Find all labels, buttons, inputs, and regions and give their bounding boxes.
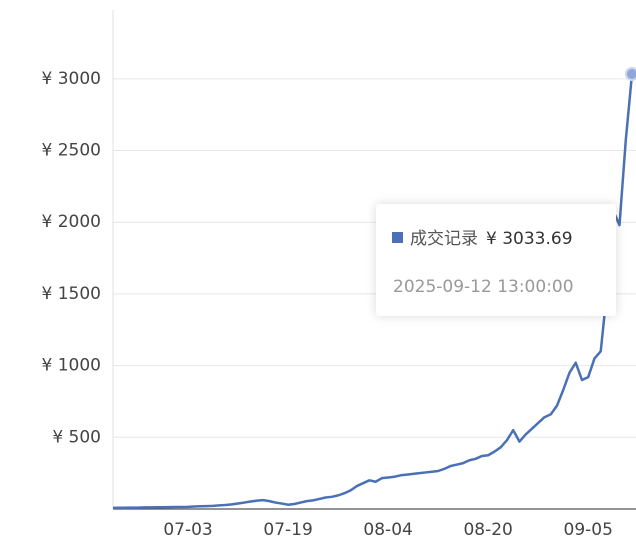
y-tick-label: ¥ 2000 <box>42 212 101 232</box>
tooltip-time: 2025-09-12 13:00:00 <box>393 277 574 297</box>
x-tick-label: 08-04 <box>363 520 412 540</box>
tooltip-swatch <box>392 232 403 243</box>
x-tick-label: 08-20 <box>463 520 512 540</box>
y-tick-label: ¥ 2500 <box>42 141 101 161</box>
tooltip-value: ¥ 3033.69 <box>486 229 573 249</box>
x-tick-label: 07-03 <box>163 520 212 540</box>
x-tick-label: 07-19 <box>263 520 312 540</box>
x-tick-label: 09-05 <box>564 520 613 540</box>
series-line <box>112 73 634 510</box>
tooltip-series: 成交记录 ¥ 3033.69 <box>392 224 573 249</box>
y-tick-label: ¥ 1000 <box>42 356 101 376</box>
y-tick-label: ¥ 1500 <box>42 284 101 304</box>
hover-point <box>625 66 636 81</box>
y-tick-label: ¥ 3000 <box>42 69 101 89</box>
y-tick-label: ¥ 500 <box>52 427 101 447</box>
tooltip-name: 成交记录 <box>410 229 478 249</box>
tooltip: 成交记录 ¥ 3033.69 2025-09-12 13:00:00 <box>376 204 616 316</box>
